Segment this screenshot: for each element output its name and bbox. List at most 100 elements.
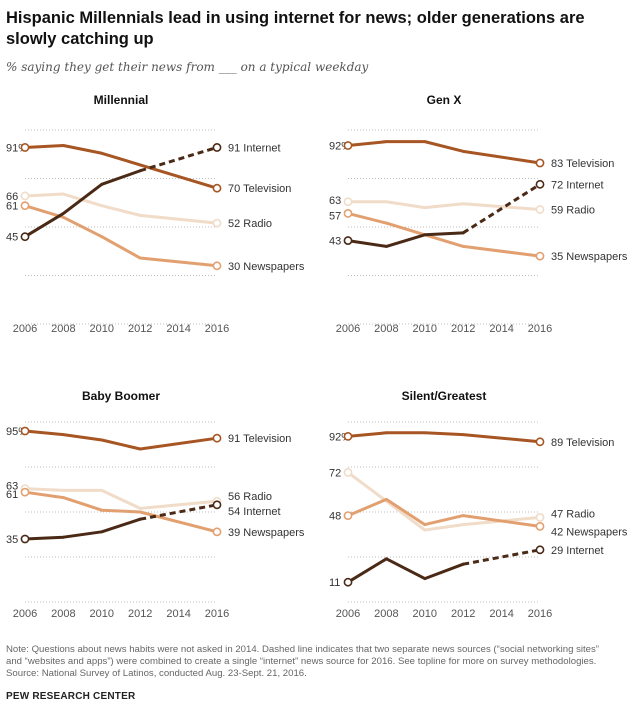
panel-millennial-x-tick-label: 2006 — [13, 323, 37, 335]
panel-silent-greatest-radio-point — [535, 513, 545, 522]
panel-silent-greatest-start-label: 11 — [329, 577, 340, 589]
panel-gen-x-radio-end-label: 59 Radio — [551, 205, 595, 217]
panel-silent-greatest-newspapers-line — [346, 497, 542, 528]
panel-silent-greatest-newspapers-point — [423, 523, 427, 526]
panel-gen-x-television-end-label: 83 Television — [551, 158, 614, 170]
panel-silent-greatest-internet-point — [461, 562, 465, 566]
panel-silent-greatest-television-line — [346, 431, 542, 444]
panel-baby-boomer-x-tick-label: 2008 — [51, 608, 75, 620]
panel-millennial-newspapers-point — [212, 261, 222, 271]
panel-millennial-internet-line — [23, 169, 142, 239]
panel-millennial-newspapers-end-label: 30 Newspapers — [228, 261, 305, 273]
panel-gen-x-x-tick-label: 2010 — [413, 323, 437, 335]
panel-baby-boomer-title: Baby Boomer — [82, 389, 160, 403]
panel-baby-boomer-radio-end-label: 56 Radio — [228, 491, 272, 503]
panel-gen-x-radio-line — [346, 200, 542, 212]
panel-gen-x-newspapers-point — [343, 209, 353, 218]
panel-baby-boomer-internet-line — [23, 517, 142, 541]
panel-millennial-start-label: 45 — [6, 232, 18, 244]
panel-baby-boomer-radio-point — [62, 489, 65, 492]
panel-gen-x-radio-point — [423, 206, 427, 210]
panel-millennial-newspapers-point — [100, 235, 104, 239]
panel-silent-greatest-newspapers-point — [343, 511, 353, 520]
panel-gen-x-title: Gen X — [427, 93, 462, 107]
panel-millennial-newspapers-line — [23, 204, 219, 268]
brand-footer: PEW RESEARCH CENTER — [6, 691, 136, 702]
panel-silent-greatest-television-point — [385, 431, 388, 435]
panel-gen-x-internet-point — [423, 233, 427, 237]
panel-baby-boomer-internet-point — [138, 517, 142, 521]
chart-subtitle: % saying they get their news from ___ on… — [6, 60, 369, 74]
panel-baby-boomer-radio-point — [138, 507, 142, 510]
chart-title: Hispanic Millennials lead in using inter… — [6, 9, 585, 48]
panel-gen-x-internet-point — [385, 245, 388, 248]
panel-silent-greatest-radio-point — [343, 467, 353, 477]
panel-silent-greatest-newspapers-point — [461, 514, 465, 517]
panel-gen-x-radio-point — [535, 205, 545, 214]
panel-millennial-television-line — [23, 144, 219, 190]
panel-silent-greatest-x-tick-label: 2008 — [374, 608, 398, 620]
panel-silent-greatest-x-tick-label: 2010 — [413, 608, 437, 620]
panel-silent-greatest-x-tick-label: 2014 — [489, 608, 513, 620]
panel-millennial-television-point — [212, 183, 222, 193]
panel-silent-greatest-start-label: 48 — [329, 511, 341, 523]
panel-baby-boomer-internet-point — [212, 500, 222, 510]
panel-silent-greatest-television-point — [343, 431, 353, 441]
note-line-3: Source: National Survey of Latinos, cond… — [6, 668, 307, 679]
panel-baby-boomer-television-point — [62, 433, 65, 436]
panel-millennial-title: Millennial — [94, 93, 149, 107]
panel-baby-boomer-television-end-label: 91 Television — [228, 433, 291, 445]
panel-silent-greatest-internet-dashed-line — [462, 548, 541, 566]
panel-millennial-television-end-label: 70 Television — [228, 183, 291, 195]
panel-baby-boomer-newspapers-point — [100, 508, 104, 512]
panel-baby-boomer-television-point — [138, 447, 142, 451]
note-line-1: Note: Questions about news habits were n… — [6, 644, 599, 655]
panel-gen-x-internet-end-label: 72 Internet — [551, 179, 604, 191]
panel-silent-greatest-internet-point — [343, 577, 353, 587]
panel-silent-greatest-newspapers-point — [385, 498, 388, 501]
panel-silent-greatest-television-point — [535, 437, 545, 447]
panel-baby-boomer-internet-point — [20, 534, 30, 544]
panel-gen-x-radio-point — [461, 202, 465, 206]
panel-silent-greatest-internet-line — [346, 557, 465, 584]
panel-millennial-radio-point — [100, 204, 104, 208]
panel-millennial-x-tick-label: 2012 — [128, 323, 152, 335]
panel-gen-x-television-line — [346, 140, 542, 165]
panel-silent-greatest-television-end-label: 89 Television — [551, 437, 614, 449]
panel-millennial-television-point — [62, 144, 65, 147]
panel-silent-greatest-x-tick-label: 2012 — [451, 608, 475, 620]
panel-gen-x-internet-point — [461, 231, 465, 235]
panel-gen-x-x-tick-label: 2008 — [374, 323, 398, 335]
panel-millennial-x-tick-label: 2014 — [166, 323, 190, 335]
panel-millennial-internet-point — [100, 182, 104, 186]
panel-silent-greatest-internet-point — [423, 577, 427, 580]
panel-gen-x-start-label: 63 — [329, 195, 341, 207]
panel-silent-greatest-x-tick-label: 2006 — [336, 608, 360, 620]
panel-baby-boomer-x-tick-label: 2006 — [13, 608, 37, 620]
panel-millennial-television-point — [20, 143, 30, 152]
panel-baby-boomer-television-point — [212, 433, 222, 443]
panel-baby-boomer-television-line — [23, 429, 219, 451]
panel-gen-x-newspapers-end-label: 35 Newspapers — [551, 251, 628, 263]
panel-silent-greatest-television-point — [461, 433, 465, 436]
panel-baby-boomer-x-tick-label: 2010 — [90, 608, 114, 620]
panel-millennial-internet-point — [20, 232, 30, 242]
panel-silent-greatest-title: Silent/Greatest — [402, 389, 487, 403]
panel-baby-boomer-start-label: 63 — [6, 481, 18, 493]
panel-millennial-radio-end-label: 52 Radio — [228, 218, 272, 230]
chart-note: Note: Questions about news habits were n… — [6, 644, 634, 680]
panel-baby-boomer-newspapers-point — [212, 527, 222, 537]
panel-baby-boomer-radio-point — [100, 489, 104, 492]
panel-baby-boomer-start-label: 35 — [6, 534, 18, 546]
panel-gen-x-television-point — [343, 141, 353, 150]
panel-gen-x-television-point — [423, 140, 427, 144]
panel-millennial-start-label: 61 — [6, 201, 18, 213]
panel-baby-boomer-internet-dashed-line — [139, 503, 218, 521]
panel-silent-greatest-newspapers-end-label: 42 Newspapers — [551, 526, 628, 538]
panel-millennial-x-tick-label: 2010 — [90, 323, 114, 335]
panel-baby-boomer-television-point — [100, 438, 104, 442]
panel-baby-boomer-x-tick-label: 2016 — [205, 608, 229, 620]
panel-gen-x-television-point — [385, 140, 388, 144]
panel-gen-x-start-label: 57 — [329, 210, 341, 222]
